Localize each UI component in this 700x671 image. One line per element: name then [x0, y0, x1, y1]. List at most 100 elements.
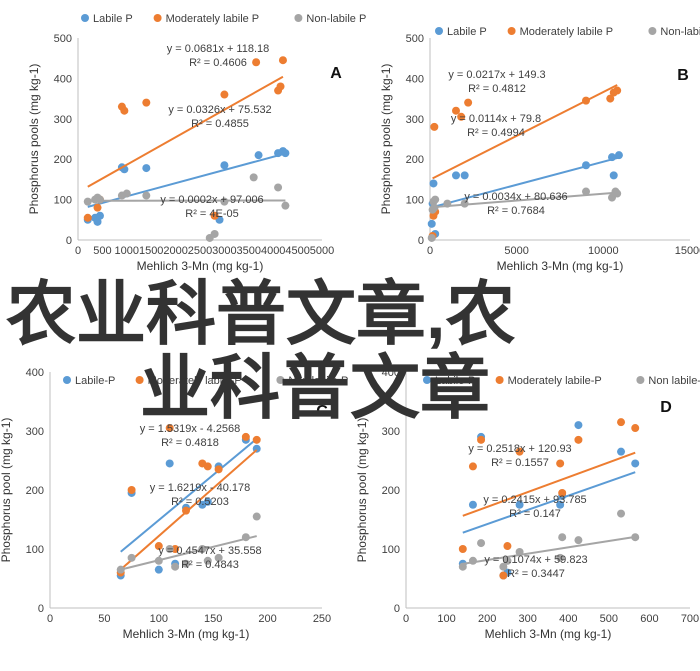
x-tick-label: 5000 [504, 245, 528, 257]
trend-equation: y = 0.0217x + 149.3 [448, 69, 545, 81]
trend-equation: y = 0.2415x + 93.785 [483, 494, 586, 506]
x-tick-label: 2000 [163, 245, 187, 257]
data-point [558, 533, 567, 542]
y-tick-label: 400 [406, 73, 424, 85]
data-point [120, 106, 129, 115]
trend-equation: y = 0.1074x + 59.823 [484, 554, 587, 566]
y-tick-label: 0 [66, 235, 72, 247]
trend-equation: y = 1.6219x - 40.178 [150, 482, 251, 494]
legend-label: Non labile-P [648, 375, 700, 387]
data-point [458, 562, 467, 571]
trend-equation: y = 0.0326x + 75.532 [168, 104, 271, 116]
x-tick-label: 100 [437, 613, 455, 625]
chart-panel-d: 0 100 200 300 400 500 600 700 0 100 200 300 400 Mehli… [355, 367, 700, 641]
data-point [171, 562, 180, 571]
data-point [429, 179, 438, 188]
y-tick-label: 300 [382, 426, 400, 438]
data-point [127, 553, 136, 562]
y-tick-label: 100 [54, 195, 72, 207]
y-tick-label: 400 [54, 73, 72, 85]
data-point [468, 462, 477, 471]
panel-letter: A [330, 65, 342, 82]
data-point [468, 556, 477, 565]
trend-r2: R² = 0.1557 [491, 457, 549, 469]
x-tick-label: 700 [681, 613, 699, 625]
data-point [220, 161, 229, 170]
data-point [254, 151, 263, 160]
data-point [460, 199, 469, 208]
x-tick-label: 1000 [115, 245, 139, 257]
data-point [458, 545, 467, 553]
x-tick-label: 500 [600, 613, 618, 625]
data-point [582, 96, 590, 105]
data-point [443, 199, 452, 208]
y-tick-label: 300 [406, 114, 424, 126]
y-axis-title: Phosphorus pool (mg kg-1) [0, 418, 13, 563]
panel-letter: B [677, 67, 689, 84]
data-point [281, 149, 290, 158]
data-point [515, 500, 524, 509]
y-tick-label: 100 [382, 544, 400, 556]
y-tick-label: 200 [382, 485, 400, 497]
data-point [430, 203, 439, 212]
data-point [165, 545, 174, 553]
legend-label: Non labile-P [288, 375, 348, 387]
data-point [460, 171, 469, 180]
data-point [515, 447, 524, 456]
trend-r2: R² = 0.7684 [487, 205, 545, 217]
x-tick-label: 4500 [285, 245, 309, 257]
data-point [614, 151, 623, 160]
data-point [556, 500, 565, 509]
data-point [582, 187, 590, 196]
data-point [154, 556, 163, 565]
x-tick-label: 3000 [212, 245, 236, 257]
data-point [276, 82, 285, 91]
x-tick-label: 200 [478, 613, 496, 625]
y-tick-label: 0 [38, 603, 44, 615]
y-axis-title: Phosphorus pool (mg kg-1) [355, 418, 369, 563]
data-point [182, 559, 190, 568]
data-point [503, 542, 512, 551]
x-tick-label: 50 [98, 613, 110, 625]
x-axis-title: Mehlich 3-Mn (mg kg-1) [123, 627, 250, 641]
legend-marker [507, 27, 516, 35]
data-point [165, 459, 174, 468]
x-tick-label: 0 [75, 245, 81, 257]
data-point [142, 98, 151, 107]
x-tick-label: 200 [258, 613, 276, 625]
data-point [252, 435, 261, 444]
x-tick-label: 150 [204, 613, 222, 625]
data-point [503, 556, 512, 565]
x-tick-label: 400 [559, 613, 577, 625]
data-point [278, 56, 287, 65]
data-point [574, 536, 583, 545]
data-point [203, 462, 212, 471]
data-point [631, 533, 640, 542]
y-tick-label: 400 [26, 367, 44, 379]
trend-r2: R² = 0.5203 [171, 496, 229, 508]
data-point [613, 86, 622, 95]
y-tick-label: 500 [54, 33, 72, 45]
watermark-text: 农业科普文章,农 业科普文章 [6, 275, 515, 427]
data-point [154, 542, 163, 551]
x-tick-label: 250 [313, 613, 331, 625]
data-point [203, 497, 212, 506]
data-point [252, 512, 261, 521]
trend-r2: R² = 0.147 [509, 508, 561, 520]
trend-r2: R² = 4E-05 [185, 208, 239, 220]
data-point [274, 183, 283, 192]
data-point [93, 203, 102, 212]
data-point [93, 217, 102, 226]
x-tick-label: 300 [519, 613, 537, 625]
data-point [515, 547, 524, 556]
data-point [122, 189, 131, 198]
data-point [83, 213, 92, 222]
trend-equation: y = 0.4547x + 35.558 [158, 545, 261, 557]
trendline [462, 471, 636, 534]
legend-marker [81, 14, 89, 22]
data-point [281, 201, 290, 210]
y-tick-label: 300 [54, 114, 72, 126]
trendline [120, 438, 258, 553]
data-point [452, 106, 460, 115]
legend-label: Moderately labile-P [148, 375, 242, 387]
